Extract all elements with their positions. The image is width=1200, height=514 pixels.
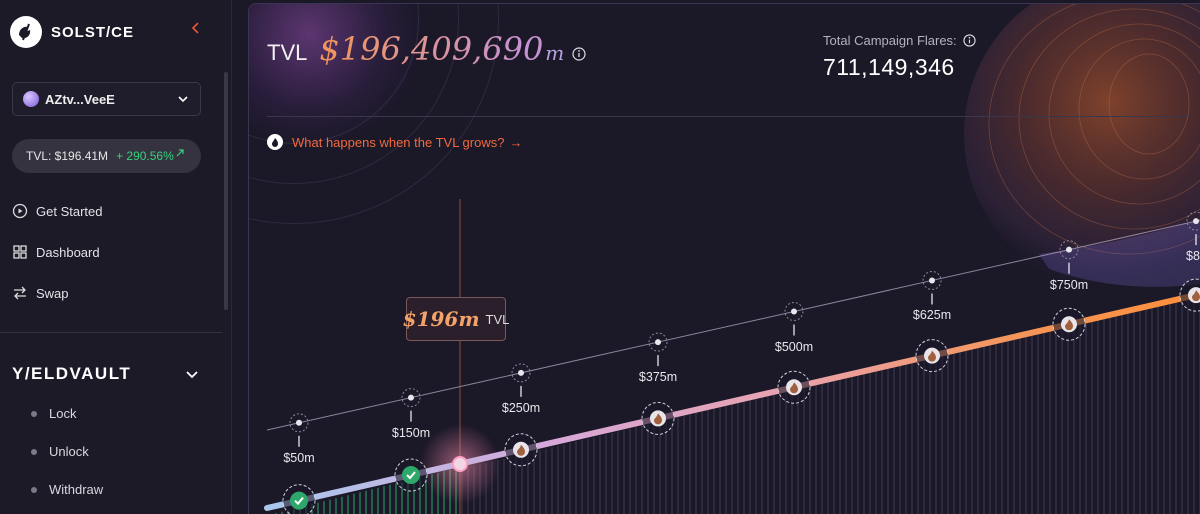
milestone-marks	[282, 211, 1200, 514]
sidebar: SOLST/CE AZtv...VeeE TVL: $196.41M + 290…	[0, 0, 232, 514]
info-icon[interactable]	[572, 47, 586, 61]
milestone-top-dot	[408, 394, 414, 401]
sidebar-scrollbar[interactable]	[224, 72, 228, 310]
check-icon	[406, 471, 416, 480]
globe-graphic	[964, 4, 1200, 294]
milestone-top-dot	[655, 339, 661, 346]
milestone-top-dot	[1066, 246, 1072, 253]
play-circle-icon	[12, 203, 28, 219]
milestone-top-ring	[648, 332, 668, 352]
milestone-label: $150m	[391, 425, 431, 440]
nav-label: Dashboard	[36, 244, 100, 260]
tvl-header: TVL $196,409,690 m	[267, 30, 586, 68]
milestone-top-dot	[929, 277, 935, 284]
nav-get-started[interactable]: Get Started	[12, 203, 102, 219]
milestone-top-dot	[296, 419, 302, 426]
swap-arrows-icon	[14, 286, 26, 300]
milestone-label: $500m	[774, 339, 814, 354]
flame-icon	[1192, 290, 1200, 302]
current-tvl-unit: TVL	[485, 311, 510, 327]
nav-label: Swap	[36, 285, 69, 301]
milestone-label: $8	[1186, 249, 1200, 264]
milestone-label: $50m	[283, 450, 315, 465]
arrow-right-icon: →	[509, 134, 523, 150]
flame-icon	[928, 350, 936, 362]
tvl-label: TVL	[267, 40, 308, 65]
brand-name: SOLST/CE	[51, 23, 135, 41]
flame-icon	[267, 134, 283, 150]
milestone-label: $625m	[912, 308, 952, 323]
milestone-top-ring	[1186, 211, 1200, 231]
tvl-unit: m	[545, 41, 565, 65]
flares-value: 711,149,346	[823, 54, 955, 80]
milestone-top-dot	[1193, 218, 1199, 225]
nav-label: Get Started	[36, 203, 103, 219]
chevron-left-icon	[191, 22, 199, 34]
sub-item-label: Lock	[49, 406, 77, 421]
tvl-value: $196,409,690	[319, 30, 544, 68]
sub-item-label: Unlock	[49, 444, 89, 459]
wallet-selector[interactable]: AZtv...VeeE	[12, 82, 201, 116]
milestone-guide-line	[266, 219, 1200, 431]
tvl-progress-chart	[264, 4, 1200, 514]
sidebar-divider	[0, 332, 222, 333]
milestone-top-ring	[289, 413, 309, 433]
yieldvault-section-title[interactable]: Y/ELDVAULT	[12, 364, 132, 383]
milestone-top-ring	[922, 270, 942, 290]
milestone-top-ring	[401, 388, 421, 408]
milestone-achieved-icon	[402, 466, 420, 485]
campaign-flares: Total Campaign Flares: 711,149,346	[823, 33, 976, 81]
wallet-avatar-icon	[23, 91, 39, 107]
yieldvault-unlock[interactable]: Unlock	[31, 444, 89, 459]
milestone-top-ring	[784, 302, 804, 322]
milestone-top-dot	[518, 369, 524, 376]
flame-icon	[790, 382, 798, 394]
arrow-up-right-icon	[176, 149, 184, 157]
tvl-grows-text: What happens when the TVL grows?	[292, 134, 505, 150]
globe-shadow	[1039, 219, 1200, 287]
current-tvl-dot[interactable]	[452, 456, 468, 472]
chevron-down-icon	[178, 96, 188, 103]
tvl-panel: $50m $150m $250m $375m $500m $625m $750m $8 TVL…	[248, 3, 1200, 514]
milestone-achieved-icon	[290, 491, 308, 510]
nav-dashboard[interactable]: Dashboard	[12, 244, 100, 260]
yieldvault-withdraw[interactable]: Withdraw	[31, 482, 103, 497]
current-tvl-badge: $196m TVL	[402, 297, 509, 341]
solstice-logo-icon	[10, 16, 42, 48]
milestone-top-ring	[1059, 240, 1079, 260]
milestone-label: $750m	[1049, 277, 1089, 292]
flame-icon	[517, 444, 525, 456]
tvl-summary-pill[interactable]: TVL: $196.41M + 290.56%	[12, 139, 201, 173]
current-tvl-value: $196m	[402, 307, 480, 331]
bullet-dot-icon	[31, 410, 37, 417]
flares-label: Total Campaign Flares:	[823, 33, 957, 48]
flame-icon	[1065, 319, 1073, 331]
milestone-top-dot	[791, 308, 797, 315]
header-divider	[267, 116, 1187, 117]
tvl-summary-label: TVL: $196.41M	[26, 149, 109, 163]
check-icon	[294, 497, 304, 506]
milestone-label: $375m	[638, 370, 678, 385]
bullet-dot-icon	[31, 448, 37, 455]
milestone-label: $250m	[501, 400, 541, 415]
milestone-top-ring	[511, 363, 531, 383]
chevron-down-icon[interactable]	[184, 366, 200, 382]
sub-item-label: Withdraw	[49, 482, 104, 497]
bullet-dot-icon	[31, 486, 37, 493]
flame-icon	[654, 413, 662, 425]
wallet-address: AZtv...VeeE	[45, 91, 115, 107]
nav-swap[interactable]: Swap	[12, 285, 69, 301]
tvl-change-badge: + 290.56%	[116, 149, 174, 163]
brand-logo[interactable]: SOLST/CE	[10, 16, 134, 48]
flares-label-row: Total Campaign Flares:	[823, 33, 976, 48]
globe-contours	[988, 4, 1200, 255]
progress-area	[273, 292, 1200, 514]
tvl-grows-link[interactable]: What happens when the TVL grows? →	[267, 134, 522, 150]
grid-icon	[13, 245, 27, 259]
yieldvault-lock[interactable]: Lock	[31, 406, 76, 421]
info-icon[interactable]	[963, 34, 976, 47]
collapse-sidebar-button[interactable]	[188, 18, 204, 38]
